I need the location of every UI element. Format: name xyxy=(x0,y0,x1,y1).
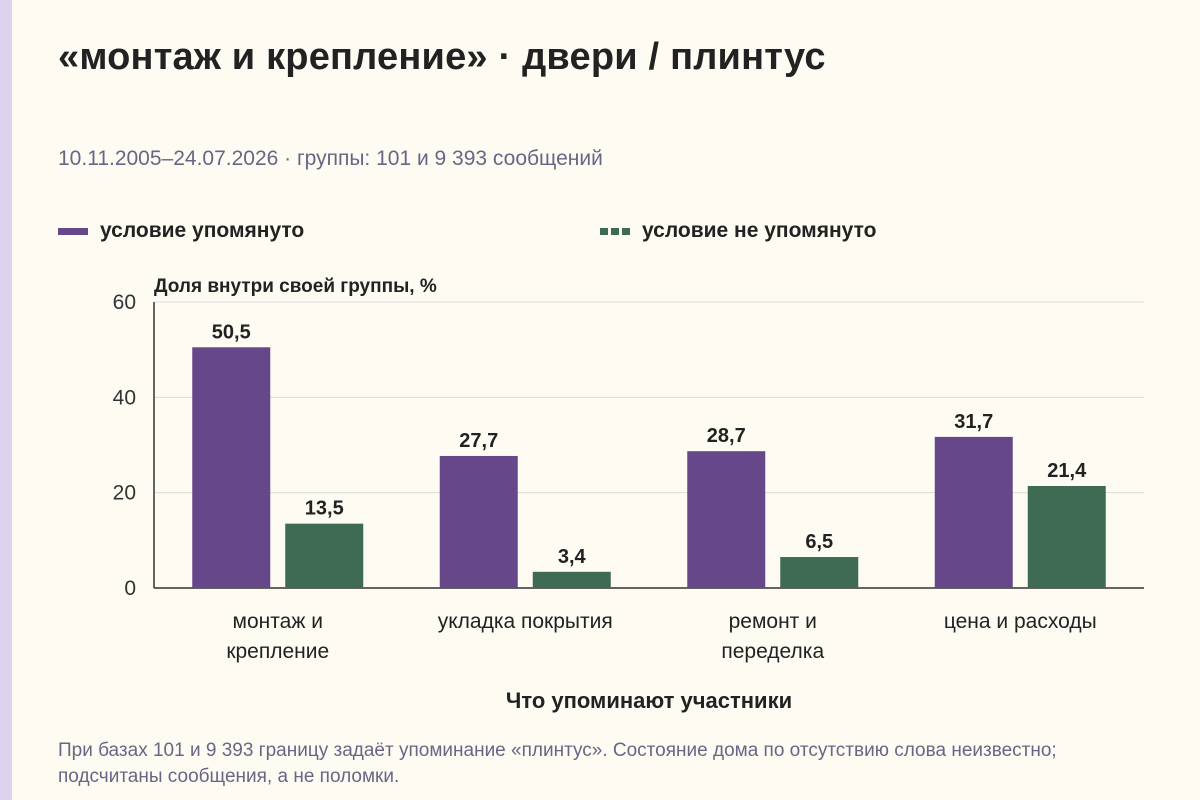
data-label: 50,5 xyxy=(212,321,251,343)
y-tick-label: 40 xyxy=(113,386,136,409)
data-label: 13,5 xyxy=(305,498,344,520)
x-axis-title: Что упоминают участники xyxy=(506,688,792,713)
chart-subtitle: 10.11.2005–24.07.2026 · группы: 101 и 9 … xyxy=(58,147,603,170)
y-tick-label: 20 xyxy=(113,482,136,505)
y-axis-title: Доля внутри своей группы, % xyxy=(154,276,437,297)
bar-2-1 xyxy=(285,523,364,588)
bar-1-3 xyxy=(687,451,766,588)
footnote: При базах 101 и 9 393 границу задаёт упо… xyxy=(58,740,1057,787)
x-tick-label: монтаж и xyxy=(233,610,323,633)
bar-2-3 xyxy=(780,557,859,588)
legend-item-mentioned: условие упомянуто xyxy=(58,219,304,243)
data-label: 28,7 xyxy=(707,425,746,447)
legend-swatch-not-mentioned xyxy=(600,227,630,235)
bar-chart: 0 20 40 60 Доля внутри своей группы, % 50,5 13… xyxy=(113,276,1144,713)
data-label: 6,5 xyxy=(805,531,833,553)
bar-1-1 xyxy=(192,347,271,588)
data-label: 21,4 xyxy=(1047,460,1087,482)
data-label: 31,7 xyxy=(954,411,993,433)
chart-title: «монтаж и крепление» · двери / плинтус xyxy=(58,36,826,78)
bar-1-4 xyxy=(934,436,1013,588)
bar-2-4 xyxy=(1027,485,1106,588)
bar-2-2 xyxy=(532,571,611,588)
x-tick-label: цена и расходы xyxy=(944,610,1097,633)
x-tick-label: переделка xyxy=(721,640,824,663)
bar-1-2 xyxy=(439,455,518,588)
x-tick-label: крепление xyxy=(226,640,329,663)
legend-label-mentioned: условие упомянуто xyxy=(100,219,305,242)
x-tick-label: ремонт и xyxy=(729,610,817,633)
legend-item-not-mentioned: условие не упомянуто xyxy=(600,219,876,243)
y-tick-label: 60 xyxy=(113,291,136,314)
legend-label-not-mentioned: условие не упомянуто xyxy=(642,219,877,242)
y-tick-label: 0 xyxy=(124,577,136,600)
data-label: 27,7 xyxy=(459,430,498,452)
legend-swatch-mentioned xyxy=(58,227,88,235)
left-accent-bar xyxy=(0,0,12,800)
data-label: 3,4 xyxy=(558,546,587,568)
x-tick-label: укладка покрытия xyxy=(438,610,613,633)
